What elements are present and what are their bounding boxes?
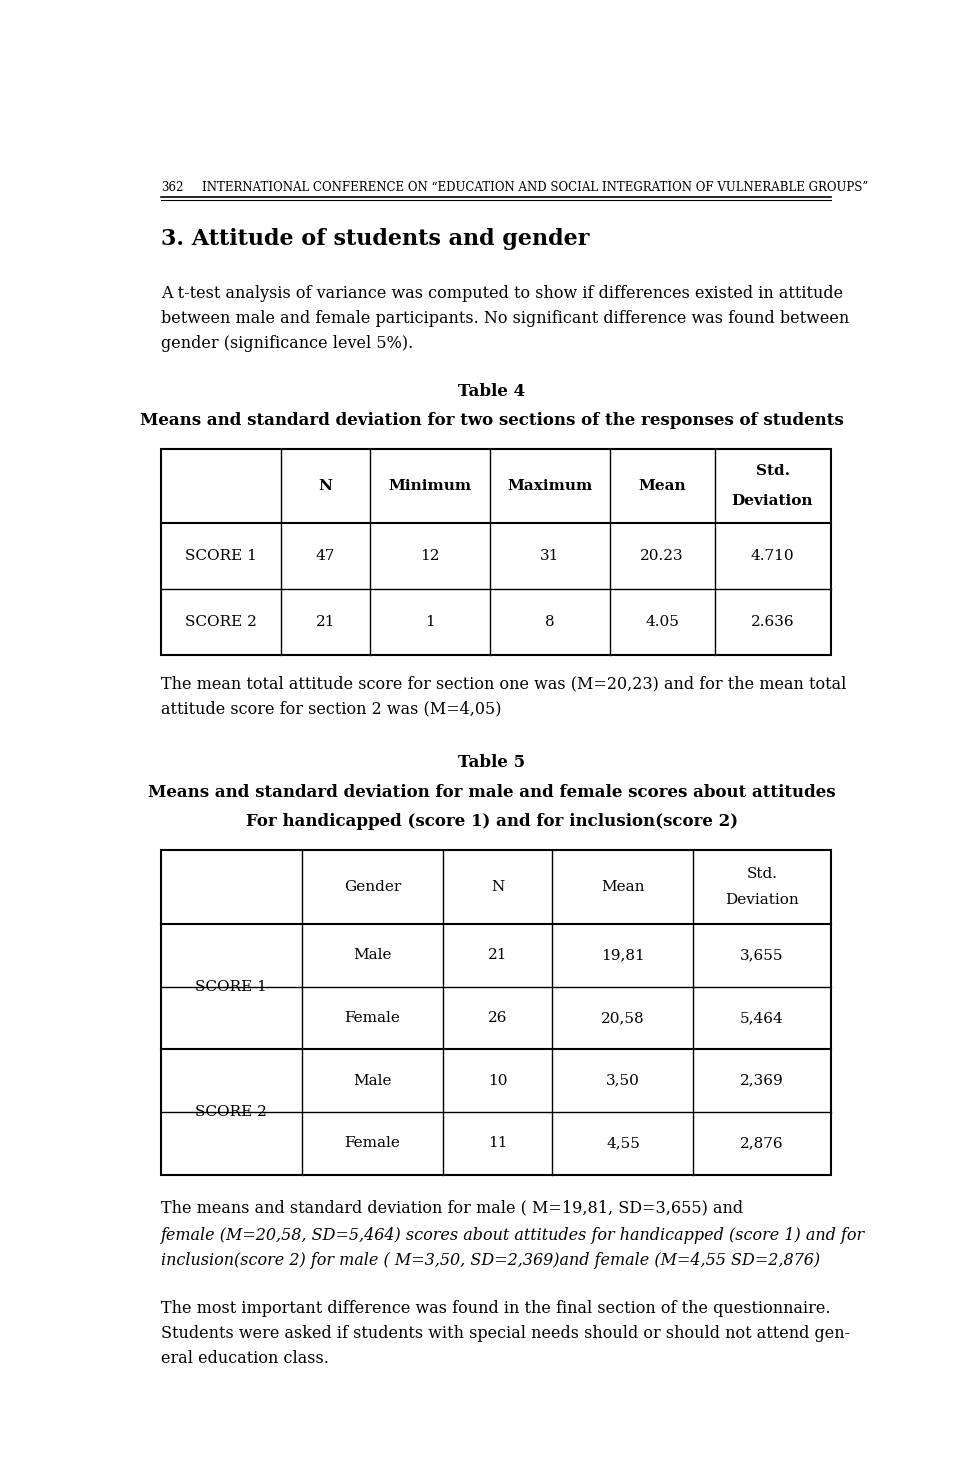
Text: Std.: Std. xyxy=(756,465,789,478)
Text: Table 4: Table 4 xyxy=(459,383,525,400)
Text: 3,655: 3,655 xyxy=(740,949,783,962)
Text: 21: 21 xyxy=(316,616,335,629)
Text: attitude score for section 2 was (M=4,05): attitude score for section 2 was (M=4,05… xyxy=(161,700,501,718)
Text: female (M=20,58, SD=5,464) scores about attitudes for handicapped (score 1) and : female (M=20,58, SD=5,464) scores about … xyxy=(161,1227,865,1245)
Text: 4,55: 4,55 xyxy=(606,1137,640,1150)
Text: For handicapped (score 1) and for inclusion(score 2): For handicapped (score 1) and for inclus… xyxy=(246,814,738,830)
Text: Female: Female xyxy=(345,1137,400,1150)
Text: Deviation: Deviation xyxy=(725,892,799,907)
Text: Gender: Gender xyxy=(344,881,401,894)
Text: N: N xyxy=(319,480,332,493)
Text: 2.636: 2.636 xyxy=(751,616,794,629)
Text: Male: Male xyxy=(353,1073,392,1088)
Text: INTERNATIONAL CONFERENCE ON “EDUCATION AND SOCIAL INTEGRATION OF VULNERABLE GROU: INTERNATIONAL CONFERENCE ON “EDUCATION A… xyxy=(202,181,868,194)
Text: Deviation: Deviation xyxy=(732,494,813,508)
Text: The most important difference was found in the final section of the questionnair: The most important difference was found … xyxy=(161,1299,830,1317)
Text: 11: 11 xyxy=(488,1137,508,1150)
Text: SCORE 1: SCORE 1 xyxy=(185,549,256,562)
Text: 10: 10 xyxy=(488,1073,508,1088)
Bar xyxy=(161,448,830,656)
Text: Means and standard deviation for male and female scores about attitudes: Means and standard deviation for male an… xyxy=(148,784,836,801)
Text: 47: 47 xyxy=(316,549,335,562)
Text: The means and standard deviation for male ( M=19,81, SD=3,655) and: The means and standard deviation for mal… xyxy=(161,1200,743,1217)
Text: between male and female participants. No significant difference was found betwee: between male and female participants. No… xyxy=(161,309,850,327)
Text: Minimum: Minimum xyxy=(389,480,471,493)
Text: 8: 8 xyxy=(545,616,555,629)
Text: 20.23: 20.23 xyxy=(640,549,684,562)
Text: 19,81: 19,81 xyxy=(601,949,645,962)
Text: 1: 1 xyxy=(425,616,435,629)
Text: Table 5: Table 5 xyxy=(459,755,525,771)
Text: SCORE 2: SCORE 2 xyxy=(196,1106,267,1119)
Text: Means and standard deviation for two sections of the responses of students: Means and standard deviation for two sec… xyxy=(140,413,844,429)
Text: 3. Attitude of students and gender: 3. Attitude of students and gender xyxy=(161,228,589,250)
Text: gender (significance level 5%).: gender (significance level 5%). xyxy=(161,334,413,352)
Text: A t-test analysis of variance was computed to show if differences existed in att: A t-test analysis of variance was comput… xyxy=(161,284,843,302)
Text: 20,58: 20,58 xyxy=(601,1011,645,1026)
Text: 2,876: 2,876 xyxy=(740,1137,783,1150)
Text: Maximum: Maximum xyxy=(507,480,592,493)
Text: eral education class.: eral education class. xyxy=(161,1350,328,1368)
Text: SCORE 2: SCORE 2 xyxy=(185,616,256,629)
Text: N: N xyxy=(492,881,504,894)
Text: Male: Male xyxy=(353,949,392,962)
Text: 5,464: 5,464 xyxy=(740,1011,784,1026)
Text: Std.: Std. xyxy=(747,867,778,882)
Text: 4.710: 4.710 xyxy=(751,549,794,562)
Text: Mean: Mean xyxy=(638,480,686,493)
Text: The mean total attitude score for section one was (M=20,23) and for the mean tot: The mean total attitude score for sectio… xyxy=(161,675,847,693)
Text: Female: Female xyxy=(345,1011,400,1026)
Text: 3,50: 3,50 xyxy=(606,1073,640,1088)
Text: 362: 362 xyxy=(161,181,183,194)
Text: 21: 21 xyxy=(488,949,508,962)
Text: Mean: Mean xyxy=(601,881,645,894)
Text: 26: 26 xyxy=(488,1011,508,1026)
Text: Students were asked if students with special needs should or should not attend g: Students were asked if students with spe… xyxy=(161,1325,850,1342)
Text: 31: 31 xyxy=(540,549,560,562)
Bar xyxy=(161,850,830,1175)
Text: SCORE 1: SCORE 1 xyxy=(196,980,267,993)
Text: 12: 12 xyxy=(420,549,440,562)
Text: inclusion(score 2) for male ( M=3,50, SD=2,369)and female (M=4,55 SD=2,876): inclusion(score 2) for male ( M=3,50, SD… xyxy=(161,1252,820,1270)
Text: 2,369: 2,369 xyxy=(740,1073,784,1088)
Text: 4.05: 4.05 xyxy=(645,616,679,629)
